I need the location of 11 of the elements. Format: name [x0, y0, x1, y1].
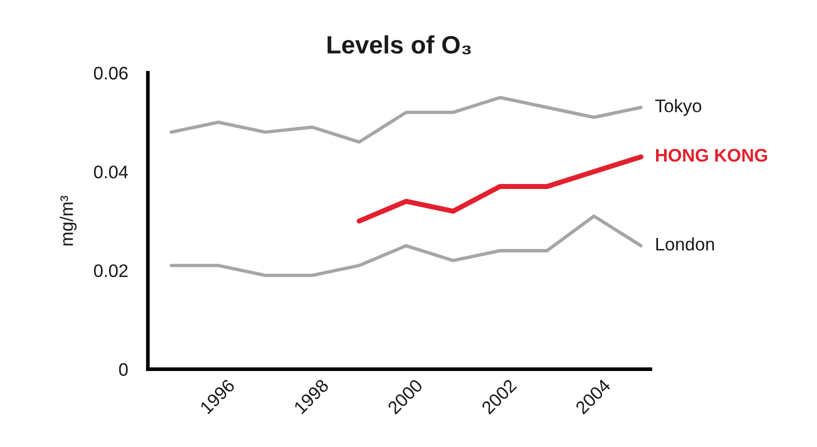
- y-tick-label: 0.04: [94, 166, 128, 178]
- y-tick-label: 0.06: [94, 66, 128, 80]
- chart-title: Levels of O₃: [328, 35, 471, 54]
- line-series: [170, 214, 643, 278]
- y-tick-label: 0.02: [94, 264, 128, 278]
- line-series: [170, 96, 643, 144]
- y-axis-title: mg/m³: [60, 196, 77, 246]
- series-label: London: [656, 237, 714, 251]
- y-tick-label: 0: [119, 363, 128, 376]
- series-label: Tokyo: [655, 99, 702, 116]
- series-label: HONG KONG: [656, 148, 768, 162]
